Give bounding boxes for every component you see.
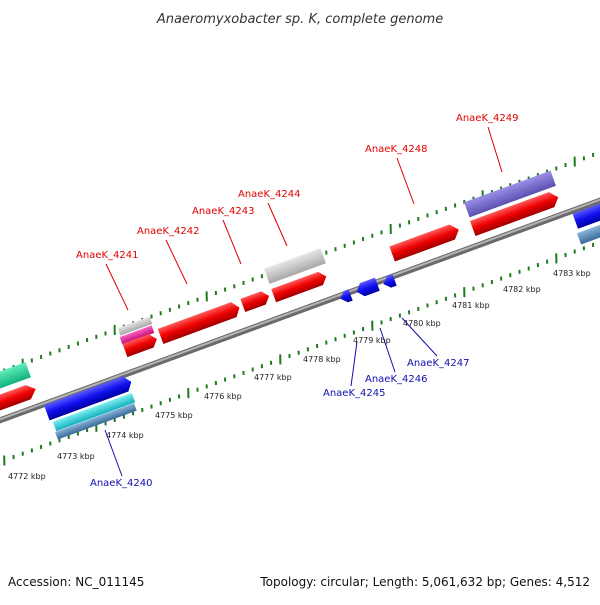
accession-text: Accession: NC_011145	[8, 575, 144, 589]
leader-line	[223, 220, 241, 264]
scale-label: 4775 kbp	[155, 411, 193, 420]
scale-label: 4781 kbp	[452, 301, 490, 310]
genome-summary-text: Topology: circular; Length: 5,061,632 bp…	[259, 575, 590, 589]
gene-label[interactable]: AnaeK_4249	[456, 113, 518, 124]
gene-label[interactable]: AnaeK_4241	[76, 250, 138, 261]
gene-label[interactable]: AnaeK_4243	[192, 206, 254, 217]
scale-label: 4783 kbp	[553, 269, 591, 278]
scale-label: 4778 kbp	[303, 355, 341, 364]
scale-label: 4773 kbp	[57, 452, 95, 461]
gene-label[interactable]: AnaeK_4242	[137, 226, 199, 237]
gene-label-leaders	[105, 127, 502, 476]
leader-line	[351, 342, 357, 386]
scale-label: 4782 kbp	[503, 285, 541, 294]
gene-feature-blue-4246[interactable]	[354, 278, 379, 299]
gene-label[interactable]: AnaeK_4248	[365, 144, 427, 155]
inner-tick-track	[4, 243, 593, 466]
scale-label: 4779 kbp	[353, 336, 391, 345]
leader-line	[106, 264, 128, 310]
leader-line	[488, 127, 502, 172]
gene-feature-red-4243[interactable]	[240, 289, 271, 312]
scale-labels: 4772 kbp 4773 kbp 4774 kbp 4775 kbp 4776 kbp…	[8, 269, 591, 481]
map-title: Anaeromyxobacter sp. K, complete genome	[156, 12, 443, 27]
gene-label[interactable]: AnaeK_4245	[323, 388, 385, 399]
gene-features	[0, 171, 600, 440]
scale-label: 4772 kbp	[8, 472, 46, 481]
scale-label: 4780 kbp	[403, 319, 441, 328]
gene-label[interactable]: AnaeK_4244	[238, 189, 300, 200]
scale-label: 4776 kbp	[204, 392, 242, 401]
scale-label: 4777 kbp	[254, 373, 292, 382]
gene-label[interactable]: AnaeK_4246	[365, 374, 427, 385]
scale-label: 4774 kbp	[106, 431, 144, 440]
leader-line	[268, 203, 287, 246]
leader-line	[397, 158, 414, 204]
gene-label[interactable]: AnaeK_4247	[407, 358, 469, 369]
leader-line	[380, 328, 395, 372]
gene-label[interactable]: AnaeK_4240	[90, 478, 152, 489]
leader-line	[166, 240, 187, 284]
